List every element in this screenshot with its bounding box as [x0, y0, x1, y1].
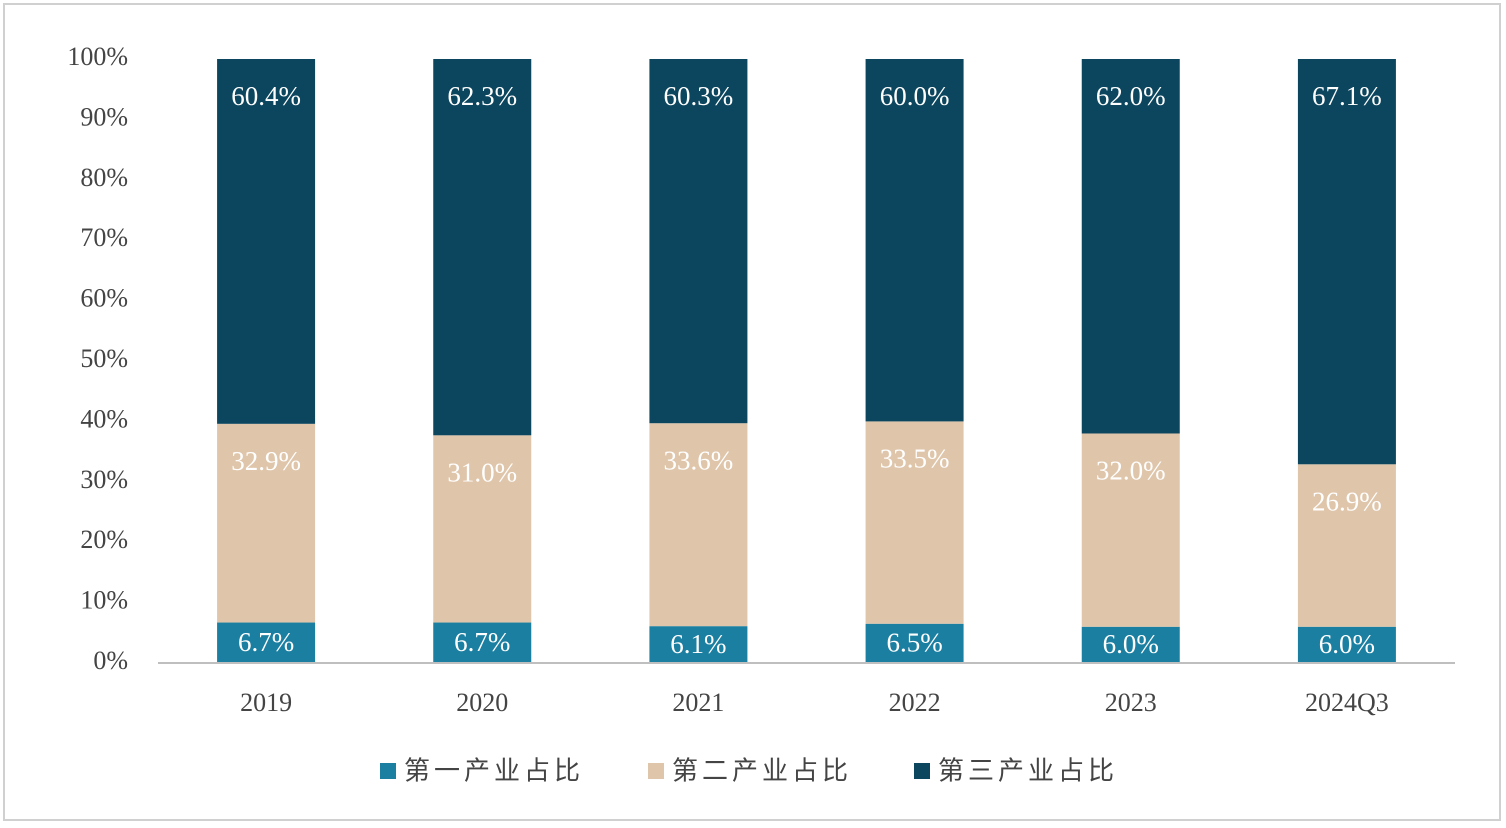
legend-label: 第三产业占比 — [938, 757, 1118, 787]
bar-segment — [649, 59, 748, 424]
bar-segment — [1081, 59, 1180, 434]
y-tick-label: 10% — [80, 586, 128, 615]
value-label: 6.5% — [886, 628, 942, 658]
value-label: 6.1% — [670, 629, 726, 659]
x-tick-label: 2022 — [889, 688, 941, 717]
value-label: 6.7% — [454, 627, 510, 657]
bar-segment — [217, 423, 316, 623]
bar-segment — [433, 59, 532, 436]
value-label: 26.9% — [1312, 486, 1382, 516]
y-tick-label: 20% — [80, 525, 128, 554]
value-label: 6.0% — [1103, 629, 1159, 659]
y-tick-label: 100% — [67, 42, 128, 71]
bar-segment — [433, 622, 532, 663]
bar-segment — [1081, 626, 1180, 663]
bar-segment — [217, 59, 316, 424]
legend-swatch — [380, 763, 396, 779]
y-tick-label: 50% — [80, 344, 128, 373]
value-label: 62.0% — [1096, 81, 1166, 111]
bar-segment — [217, 622, 316, 663]
value-label: 32.0% — [1096, 456, 1166, 486]
legend-label: 第二产业占比 — [672, 757, 852, 787]
x-tick-label: 2020 — [456, 688, 508, 717]
bar-segment — [1297, 626, 1396, 663]
value-label: 6.7% — [238, 627, 294, 657]
bar-segment — [865, 421, 964, 624]
y-tick-label: 40% — [80, 404, 128, 433]
value-label: 31.0% — [447, 457, 517, 487]
y-tick-label: 30% — [80, 465, 128, 494]
x-tick-label: 2023 — [1105, 688, 1157, 717]
value-label: 60.0% — [880, 81, 950, 111]
legend-swatch — [648, 763, 664, 779]
value-label: 67.1% — [1312, 81, 1382, 111]
x-tick-label: 2024Q3 — [1305, 688, 1389, 717]
value-label: 32.9% — [231, 446, 301, 476]
bar-segment — [433, 435, 532, 623]
y-tick-label: 80% — [80, 163, 128, 192]
value-label: 33.6% — [664, 445, 734, 475]
value-label: 33.5% — [880, 444, 950, 474]
legend-label: 第一产业占比 — [404, 757, 584, 787]
value-label: 62.3% — [447, 81, 517, 111]
value-label: 60.4% — [231, 81, 301, 111]
bar-segment — [649, 626, 748, 663]
value-label: 60.3% — [664, 81, 734, 111]
y-tick-label: 90% — [80, 102, 128, 131]
value-label: 6.0% — [1319, 629, 1375, 659]
y-tick-label: 60% — [80, 284, 128, 313]
bar-segment — [1297, 59, 1396, 465]
bar-segment — [865, 623, 964, 663]
legend-swatch — [914, 763, 930, 779]
x-tick-label: 2021 — [672, 688, 724, 717]
y-tick-label: 70% — [80, 223, 128, 252]
bar-segment — [1297, 464, 1396, 627]
x-tick-label: 2019 — [240, 688, 292, 717]
bar-segment — [649, 423, 748, 627]
bar-segment — [1081, 433, 1180, 627]
y-tick-label: 0% — [93, 646, 128, 675]
bar-segment — [865, 59, 964, 422]
